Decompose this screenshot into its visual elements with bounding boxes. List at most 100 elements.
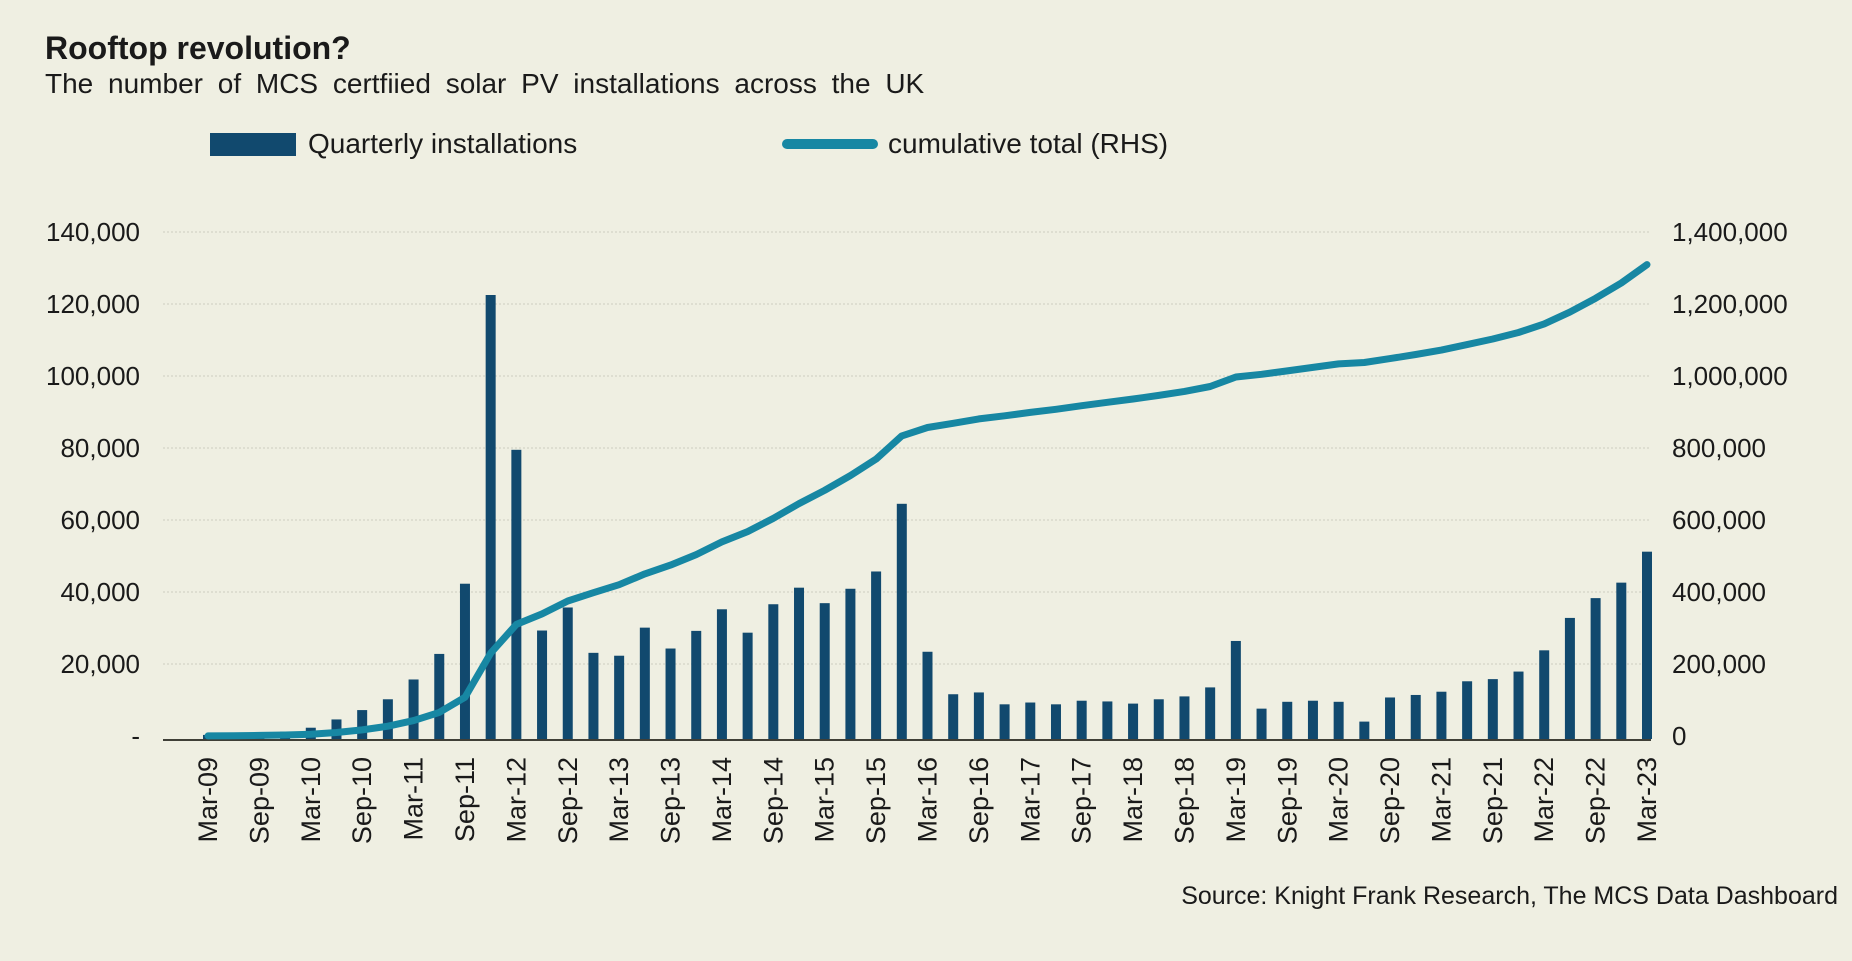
right-axis-tick-label: 1,200,000 xyxy=(1672,289,1788,319)
source-note: Source: Knight Frank Research, The MCS D… xyxy=(1181,882,1838,910)
bar xyxy=(1487,679,1498,739)
x-axis-tick-label: Sep-18 xyxy=(1169,757,1199,844)
bar xyxy=(1539,650,1550,739)
bar xyxy=(1102,701,1113,739)
x-axis-tick-label: Mar-09 xyxy=(193,757,223,843)
bar xyxy=(562,607,573,739)
left-axis-tick-label: 120,000 xyxy=(46,289,140,319)
right-axis-tick-label: 200,000 xyxy=(1672,649,1766,679)
x-axis-tick-label: Mar-21 xyxy=(1426,757,1456,843)
bar xyxy=(973,692,984,739)
bar xyxy=(1462,681,1473,739)
x-axis-tick-label: Mar-17 xyxy=(1015,757,1045,843)
x-axis-tick-label: Mar-18 xyxy=(1118,757,1148,843)
legend-label-quarterly: Quarterly installations xyxy=(308,128,578,159)
bar xyxy=(948,694,959,739)
bar xyxy=(1385,697,1396,739)
bar xyxy=(1179,696,1190,739)
bar xyxy=(1307,700,1318,739)
left-axis-tick-label: 40,000 xyxy=(60,577,140,607)
bar xyxy=(1128,703,1139,739)
bar xyxy=(1205,687,1216,739)
bar xyxy=(1642,551,1652,739)
x-axis-tick-label: Mar-20 xyxy=(1324,757,1354,843)
x-axis-tick-label: Mar-13 xyxy=(604,757,634,843)
x-axis-tick-label: Sep-15 xyxy=(861,757,891,844)
x-axis-tick-label: Sep-12 xyxy=(553,757,583,844)
bar xyxy=(357,710,368,739)
x-axis-tick-label: Sep-10 xyxy=(347,757,377,844)
x-axis-tick-label: Sep-09 xyxy=(244,757,274,844)
bar xyxy=(1333,701,1344,739)
bar xyxy=(459,583,470,739)
bar xyxy=(999,704,1010,739)
bar xyxy=(819,603,830,739)
bar xyxy=(588,652,599,739)
bar xyxy=(768,604,779,739)
bar xyxy=(1076,700,1087,739)
x-axis-tick-label: Mar-19 xyxy=(1221,757,1251,843)
x-axis-tick-label: Sep-22 xyxy=(1581,757,1611,844)
bar xyxy=(871,571,882,739)
x-axis-tick-label: Sep-17 xyxy=(1067,757,1097,844)
legend-item-cumulative: cumulative total (RHS) xyxy=(782,124,1168,164)
bar xyxy=(408,679,419,739)
bar xyxy=(1513,671,1524,739)
right-axis-tick-label: 400,000 xyxy=(1672,577,1766,607)
bar xyxy=(511,449,522,739)
bar xyxy=(691,630,702,739)
cumulative-line xyxy=(204,261,1651,740)
x-axis-tick-label: Sep-14 xyxy=(758,757,788,844)
x-axis-tick-label: Mar-23 xyxy=(1632,757,1662,843)
right-axis-tick-label: 0 xyxy=(1672,721,1686,751)
bar xyxy=(537,630,548,739)
right-axis-tick-label: 1,400,000 xyxy=(1672,217,1788,247)
bar xyxy=(1256,708,1267,739)
bar xyxy=(1230,640,1241,739)
left-axis-tick-label: - xyxy=(131,721,140,751)
bar xyxy=(382,699,393,739)
left-axis-tick-label: 20,000 xyxy=(60,649,140,679)
x-axis-tick-label: Sep-11 xyxy=(450,757,480,842)
right-axis-tick-label: 1,000,000 xyxy=(1672,361,1788,391)
bar xyxy=(1050,704,1061,739)
bar xyxy=(434,653,445,739)
x-axis-tick-label: Mar-22 xyxy=(1529,757,1559,843)
bar xyxy=(665,648,676,739)
x-axis-tick-label: Sep-13 xyxy=(656,757,686,844)
x-axis-tick-label: Sep-16 xyxy=(964,757,994,844)
x-axis-tick-label: Sep-20 xyxy=(1375,757,1405,844)
right-axis-tick-label: 800,000 xyxy=(1672,433,1766,463)
chart-subtitle: The number of MCS certfiied solar PV ins… xyxy=(45,68,925,99)
bar xyxy=(794,587,805,739)
bar xyxy=(1153,699,1164,739)
legend-label-cumulative: cumulative total (RHS) xyxy=(888,128,1169,159)
x-axis-tick-label: Mar-10 xyxy=(296,757,326,843)
bar xyxy=(1616,582,1627,739)
left-axis-tick-label: 140,000 xyxy=(46,217,140,247)
left-axis-tick-label: 80,000 xyxy=(60,433,140,463)
x-axis-tick-label: Mar-14 xyxy=(707,757,737,843)
x-axis-tick-label: Mar-11 xyxy=(399,757,429,841)
right-axis-tick-label: 600,000 xyxy=(1672,505,1766,535)
bar xyxy=(1025,702,1036,739)
bar xyxy=(1590,598,1601,739)
bar xyxy=(742,632,753,739)
x-axis-tick-label: Sep-19 xyxy=(1272,757,1302,844)
x-axis-tick-label: Mar-16 xyxy=(913,757,943,843)
x-axis-tick-label: Mar-15 xyxy=(810,757,840,843)
bar xyxy=(845,588,856,739)
x-axis-tick-label: Mar-12 xyxy=(501,757,531,843)
bar xyxy=(1436,691,1447,739)
x-axis-tick-label: Sep-21 xyxy=(1478,757,1508,844)
bar-swatch-icon xyxy=(210,132,296,156)
bar xyxy=(485,295,496,739)
bar xyxy=(1564,617,1575,739)
bar xyxy=(1410,694,1421,739)
bar xyxy=(1359,721,1370,739)
line-swatch-icon xyxy=(782,139,878,149)
left-axis-tick-label: 100,000 xyxy=(46,361,140,391)
bar xyxy=(639,627,650,739)
bar xyxy=(716,609,727,739)
